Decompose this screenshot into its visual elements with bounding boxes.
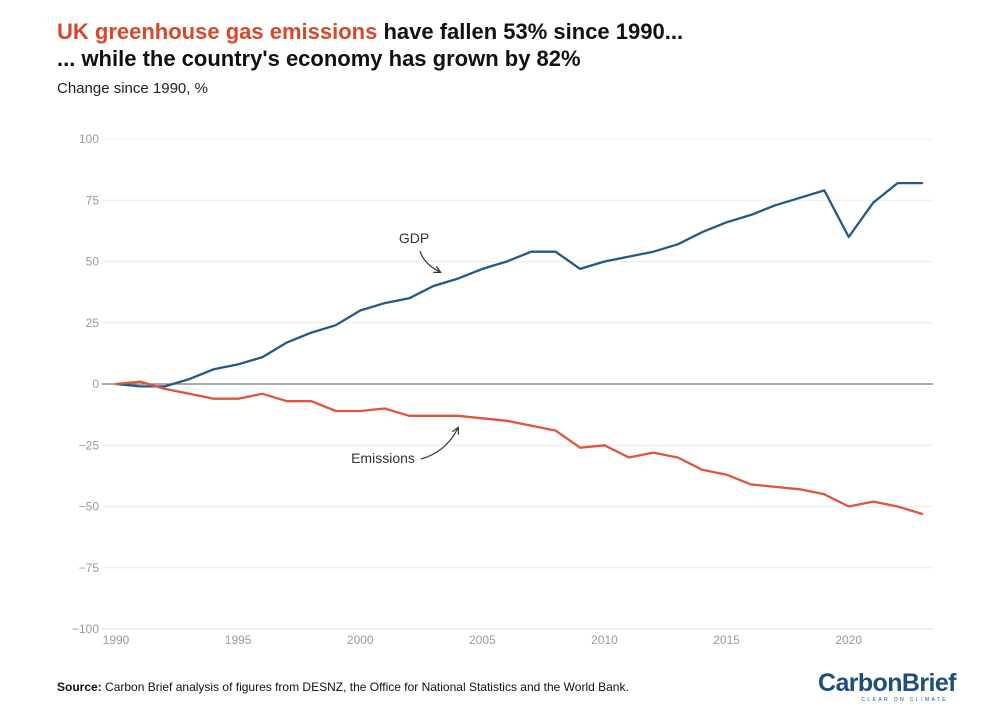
y-tick-label: −75 (79, 561, 100, 575)
annotation-arrow-gdp (419, 250, 440, 272)
annotations: GDP Emissions (351, 230, 458, 466)
logo-tagline: CLEAR ON CLIMATE (861, 697, 948, 703)
chart-title-highlight: UK greenhouse gas emissions (57, 19, 378, 44)
series-line-emissions (114, 380, 924, 516)
chart-title: UK greenhouse gas emissions have fallen … (57, 18, 683, 45)
y-tick-label: 100 (79, 132, 99, 146)
y-tick-label: −100 (72, 622, 99, 636)
x-tick-label: 2005 (469, 633, 496, 647)
source-text: Carbon Brief analysis of figures from DE… (101, 680, 629, 694)
y-tick-label: 25 (86, 316, 100, 330)
x-tick-label: 2015 (713, 633, 740, 647)
annotation-arrow-emissions (420, 428, 458, 460)
y-tick-label: 50 (86, 255, 100, 269)
y-tick-label: −50 (79, 500, 100, 514)
x-axis-ticks: 1990 1995 2000 2005 2010 2015 2020 (103, 633, 863, 647)
logo-wordmark: CarbonBrief (818, 669, 956, 697)
chart-subtitle: ... while the country's economy has grow… (57, 46, 581, 71)
series-line-gdp (114, 181, 924, 388)
carbonbrief-logo: CarbonBrief CLEAR ON CLIMATE (818, 669, 956, 703)
y-tick-label: −25 (79, 438, 100, 452)
y-axis-ticks: 100 75 50 25 0 −25 −50 −75 −100 (72, 132, 99, 636)
x-tick-label: 2020 (835, 633, 862, 647)
y-tick-label: 0 (92, 377, 99, 391)
annotation-label-emissions: Emissions (351, 450, 415, 466)
x-tick-label: 2010 (591, 633, 618, 647)
source-label: Source: (57, 680, 102, 694)
x-tick-label: 1995 (225, 633, 252, 647)
series-lines (114, 181, 924, 516)
x-tick-label: 2000 (347, 633, 374, 647)
annotation-label-gdp: GDP (399, 230, 429, 246)
y-axis-title: Change since 1990, % (57, 80, 208, 97)
y-tick-label: 75 (86, 193, 100, 207)
chart-title-rest: have fallen 53% since 1990... (377, 19, 684, 44)
x-tick-label: 1990 (103, 633, 130, 647)
source-note: Source: Carbon Brief analysis of figures… (57, 680, 629, 694)
